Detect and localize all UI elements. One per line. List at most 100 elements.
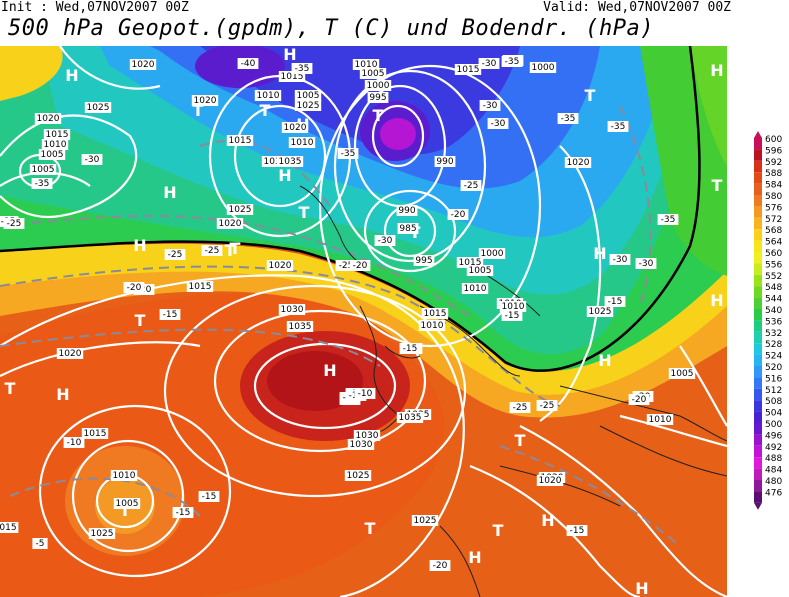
pressure-label-box xyxy=(586,306,614,317)
low-pressure-symbol: T xyxy=(120,501,131,520)
temperature-label-box xyxy=(374,235,396,246)
temperature-label-box xyxy=(657,214,679,225)
legend-label: 556 xyxy=(765,260,782,270)
pressure-label: 1005 xyxy=(362,69,385,79)
legend-swatch xyxy=(754,468,762,480)
pressure-label-box xyxy=(38,149,66,160)
low-pressure-symbol: T xyxy=(585,86,596,105)
pressure-label: 995 xyxy=(415,256,432,266)
temperature-label: -15 xyxy=(570,526,585,536)
temperature-label-box xyxy=(607,121,629,132)
legend-label: 544 xyxy=(765,295,782,305)
pressure-label-box xyxy=(191,95,219,106)
pressure-label-box xyxy=(84,102,112,113)
temperature-label: -15 xyxy=(176,508,191,518)
legend-swatch xyxy=(754,423,762,435)
legend-swatch xyxy=(754,480,762,492)
pressure-label-box xyxy=(529,62,557,73)
header: Init : Wed,07NOV2007 00Z Valid: Wed,07NO… xyxy=(0,0,789,46)
pressure-label: 1005 xyxy=(297,91,320,101)
pressure-label: 1020 xyxy=(567,158,590,168)
legend-label: 540 xyxy=(765,306,782,316)
pressure-label-box xyxy=(367,92,389,103)
temperature-label: -35 xyxy=(341,149,356,159)
pressure-label-box xyxy=(276,156,304,167)
temperature-label: -25 xyxy=(7,219,22,229)
pressure-label-box xyxy=(466,265,494,276)
legend-swatch xyxy=(754,309,762,321)
pressure-label-box xyxy=(286,321,314,332)
high-pressure-symbol: H xyxy=(468,548,481,567)
temperature-label-box xyxy=(479,100,501,111)
temperature-label: -30 xyxy=(639,259,654,269)
pressure-label: 1015 xyxy=(229,136,252,146)
pressure-label-box xyxy=(499,301,527,312)
legend-label: 476 xyxy=(765,488,782,498)
pressure-label: 1035 xyxy=(289,322,312,332)
valid-time: Valid: Wed,07NOV2007 00Z xyxy=(543,0,731,15)
high-pressure-symbol: H xyxy=(278,166,291,185)
pressure-label-box xyxy=(261,156,289,167)
pressure-label: 1010 xyxy=(291,138,314,148)
legend-label: 572 xyxy=(765,215,782,225)
temperature-label-box xyxy=(478,58,500,69)
pressure-label: 1015 xyxy=(281,72,304,82)
pressure-label: 1025 xyxy=(87,103,110,113)
temperature-label-box xyxy=(460,180,482,191)
temperature-label-box xyxy=(337,148,359,159)
pressure-label: 1010 xyxy=(421,321,444,331)
temperature-labels: -35-35-30-25-25-25-20-20-15-10-30-35-40-… xyxy=(0,55,679,571)
temperature-label: -20 xyxy=(127,283,142,293)
legend-label: 484 xyxy=(765,466,782,476)
temperature-label: -30 xyxy=(613,255,628,265)
temperature-label: -20 xyxy=(433,561,448,571)
temperature-label: -20 xyxy=(451,210,466,220)
pressure-label-box xyxy=(186,281,214,292)
temperature-label: -30 xyxy=(482,59,497,69)
legend-swatch xyxy=(754,491,762,503)
temperature-label-box xyxy=(628,394,650,405)
high-pressure-symbol: H xyxy=(323,361,336,380)
pressure-label-box xyxy=(43,129,71,140)
low-pressure-symbol: T xyxy=(299,203,310,222)
pressure-label: 1015 xyxy=(84,429,107,439)
temperature-label-box xyxy=(509,402,531,413)
pressure-label-box xyxy=(353,430,381,441)
pressure-label: 1000 xyxy=(481,249,504,259)
legend-swatch xyxy=(754,320,762,332)
low-pressure-symbol: T xyxy=(373,106,384,125)
temperature-label: -5 xyxy=(36,539,45,549)
legend-swatch xyxy=(754,160,762,173)
legend-swatch xyxy=(754,457,762,469)
pressure-label-box xyxy=(396,412,424,423)
low-pressure-symbol: T xyxy=(493,521,504,540)
temperature-label: -25 xyxy=(205,246,220,256)
pressure-label-box xyxy=(536,475,564,486)
legend-swatch xyxy=(754,434,762,446)
legend-swatch xyxy=(754,206,762,218)
pressure-label: 1015 xyxy=(424,309,447,319)
high-pressure-symbol: H xyxy=(635,579,648,597)
legend-swatch xyxy=(754,354,762,366)
pressure-label: 1025 xyxy=(414,516,437,526)
temperature-label: -20 xyxy=(632,395,647,405)
legend-swatch xyxy=(754,252,762,264)
low-pressure-symbol: T xyxy=(260,101,271,120)
temperature-label-box xyxy=(201,245,223,256)
temperature-label: -15 xyxy=(202,492,217,502)
temperature-label: -30 xyxy=(378,236,393,246)
legend-label: 520 xyxy=(765,363,782,373)
legend-swatch xyxy=(754,411,762,423)
pressure-label-box xyxy=(281,122,309,133)
temperature-label: -35 xyxy=(505,57,520,67)
pressure-label-box xyxy=(88,528,116,539)
legend-swatch xyxy=(754,195,762,207)
temperature-label-box xyxy=(172,507,194,518)
low-pressure-symbol: T xyxy=(515,431,526,450)
legend-swatch xyxy=(754,183,762,195)
pressure-label-box xyxy=(226,135,254,146)
pressure-label-box xyxy=(352,59,380,70)
temperature-label: -35 xyxy=(611,122,626,132)
pressure-label-box xyxy=(434,156,456,167)
legend-swatch xyxy=(754,229,762,241)
